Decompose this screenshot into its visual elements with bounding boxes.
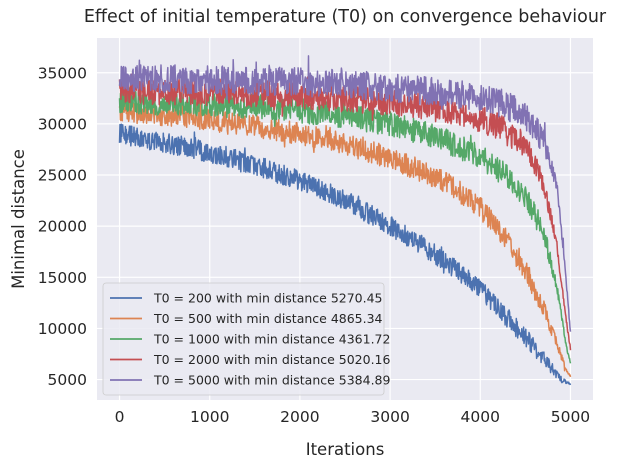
x-axis-label: Iterations [306, 440, 385, 459]
y-tick-label: 35000 [38, 64, 87, 82]
legend-entry: T0 = 2000 with min distance 5020.16 [153, 352, 391, 367]
y-axis-label: Minimal distance [9, 149, 28, 289]
x-tick-label: 5000 [551, 408, 590, 426]
legend-entry: T0 = 1000 with min distance 4361.72 [153, 332, 390, 347]
legend-entry: T0 = 200 with min distance 5270.45 [153, 291, 383, 306]
y-tick-label: 5000 [48, 371, 87, 389]
legend: T0 = 200 with min distance 5270.45 T0 = 5… [103, 283, 391, 395]
y-tick-label: 10000 [38, 320, 87, 338]
x-tick-label: 1000 [190, 408, 229, 426]
x-tick-label: 4000 [461, 408, 500, 426]
y-tick-label: 30000 [38, 115, 87, 133]
legend-entry: T0 = 5000 with min distance 5384.89 [153, 373, 391, 388]
x-tick-label: 0 [115, 408, 125, 426]
x-tick-label: 2000 [280, 408, 319, 426]
x-tick-label: 3000 [370, 408, 409, 426]
y-tick-label: 20000 [38, 218, 87, 236]
y-tick-label: 25000 [38, 167, 87, 185]
y-tick-label: 15000 [38, 269, 87, 287]
chart-title: Effect of initial temperature (T0) on co… [84, 7, 607, 27]
legend-entry: T0 = 500 with min distance 4865.34 [153, 311, 383, 326]
